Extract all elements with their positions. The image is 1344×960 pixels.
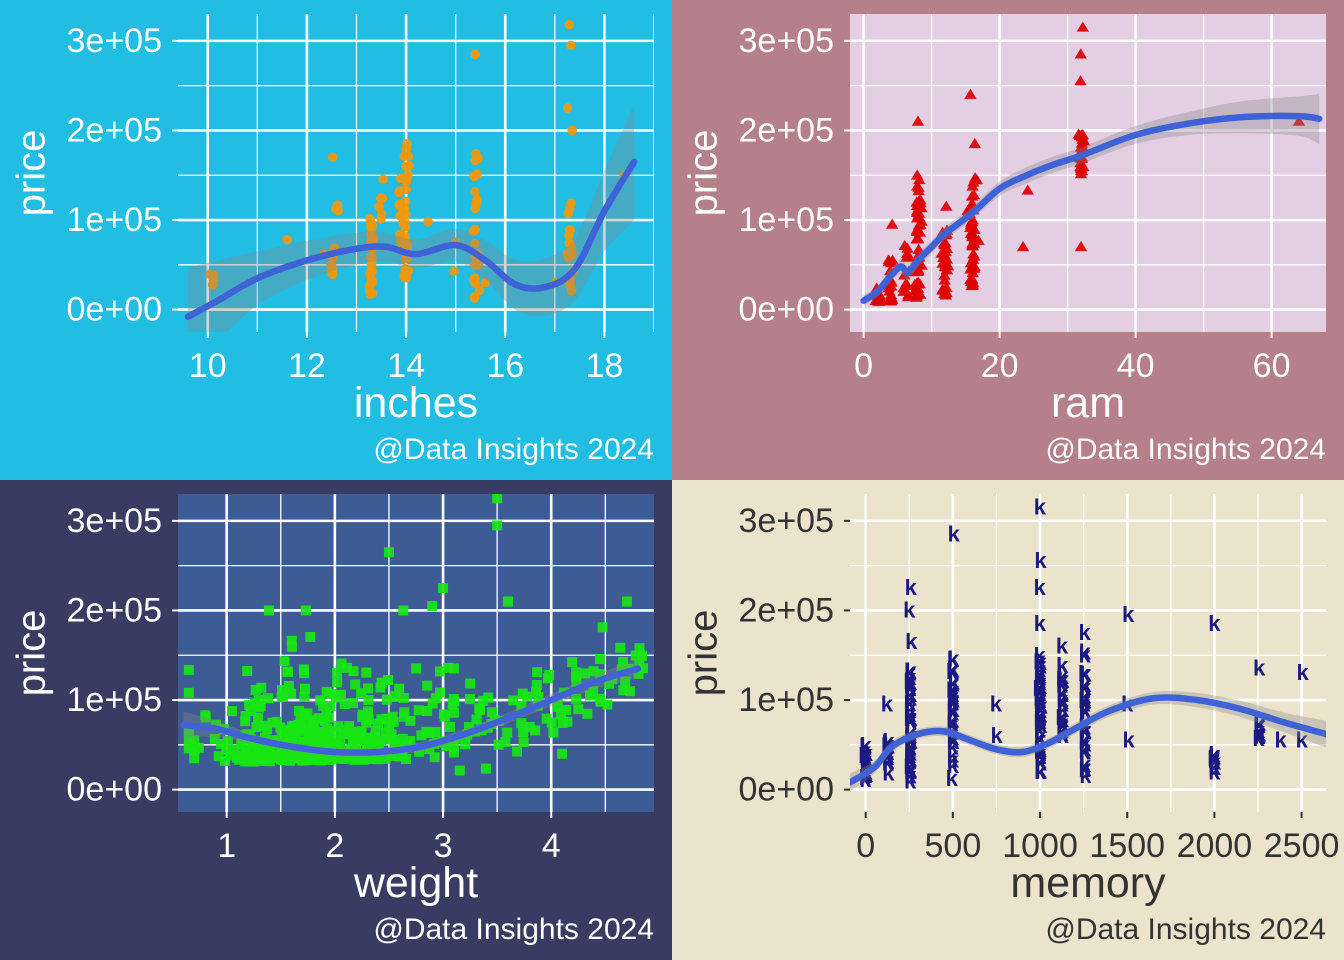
svg-text:k: k	[1034, 611, 1047, 636]
svg-text:0e+00: 0e+00	[739, 771, 835, 809]
svg-text:k: k	[1208, 611, 1221, 636]
svg-text:k: k	[1296, 660, 1309, 685]
svg-text:500: 500	[925, 827, 982, 865]
svg-text:k: k	[1208, 754, 1221, 779]
svg-text:1e+05: 1e+05	[739, 681, 835, 719]
svg-text:4: 4	[542, 827, 561, 865]
svg-text:2500: 2500	[1264, 827, 1340, 865]
svg-text:k: k	[1056, 692, 1069, 717]
svg-text:2: 2	[325, 827, 344, 865]
svg-text:3e+05: 3e+05	[67, 502, 163, 540]
svg-text:1: 1	[217, 827, 236, 865]
svg-text:2e+05: 2e+05	[739, 591, 835, 629]
svg-text:k: k	[1034, 494, 1047, 519]
svg-text:3e+05: 3e+05	[739, 22, 835, 60]
svg-text:10: 10	[189, 347, 227, 385]
svg-text:12: 12	[288, 347, 326, 385]
svg-text:2e+05: 2e+05	[67, 111, 163, 149]
svg-text:1e+05: 1e+05	[739, 201, 835, 239]
svg-text:k: k	[1079, 763, 1092, 788]
svg-text:k: k	[1079, 620, 1092, 645]
svg-text:2000: 2000	[1177, 827, 1253, 865]
svg-text:0e+00: 0e+00	[67, 771, 163, 809]
svg-text:k: k	[905, 575, 918, 600]
svg-text:k: k	[946, 766, 959, 791]
svg-text:k: k	[1122, 727, 1135, 752]
svg-text:k: k	[904, 659, 917, 684]
svg-text:k: k	[1079, 672, 1092, 697]
svg-text:0: 0	[856, 827, 875, 865]
svg-text:k: k	[1034, 759, 1047, 784]
svg-text:2e+05: 2e+05	[67, 591, 163, 629]
svg-text:k: k	[990, 692, 1003, 717]
svg-text:k: k	[1253, 724, 1266, 749]
svg-text:k: k	[904, 768, 917, 793]
svg-text:0: 0	[854, 347, 873, 385]
svg-text:16: 16	[486, 347, 524, 385]
svg-text:0e+00: 0e+00	[67, 291, 163, 329]
svg-text:k: k	[881, 692, 894, 717]
svg-text:k: k	[1078, 642, 1091, 667]
svg-text:20: 20	[981, 347, 1019, 385]
svg-text:1e+05: 1e+05	[67, 681, 163, 719]
svg-text:1e+05: 1e+05	[67, 201, 163, 239]
svg-text:k: k	[1034, 548, 1047, 573]
svg-text:k: k	[1033, 575, 1046, 600]
svg-text:0e+00: 0e+00	[739, 291, 835, 329]
svg-text:k: k	[1253, 656, 1266, 681]
svg-text:18: 18	[586, 347, 624, 385]
svg-text:k: k	[948, 521, 961, 546]
svg-text:k: k	[947, 743, 960, 768]
svg-text:60: 60	[1253, 347, 1291, 385]
svg-text:k: k	[903, 597, 916, 622]
svg-text:3e+05: 3e+05	[67, 22, 163, 60]
svg-text:k: k	[905, 629, 918, 654]
svg-text:2e+05: 2e+05	[739, 111, 835, 149]
svg-text:k: k	[859, 739, 872, 764]
svg-text:3e+05: 3e+05	[739, 502, 835, 540]
svg-text:k: k	[1056, 633, 1069, 658]
svg-text:k: k	[1034, 709, 1047, 734]
svg-text:k: k	[947, 684, 960, 709]
svg-text:k: k	[882, 760, 895, 785]
svg-text:k: k	[1034, 648, 1047, 673]
svg-text:k: k	[1122, 602, 1135, 627]
